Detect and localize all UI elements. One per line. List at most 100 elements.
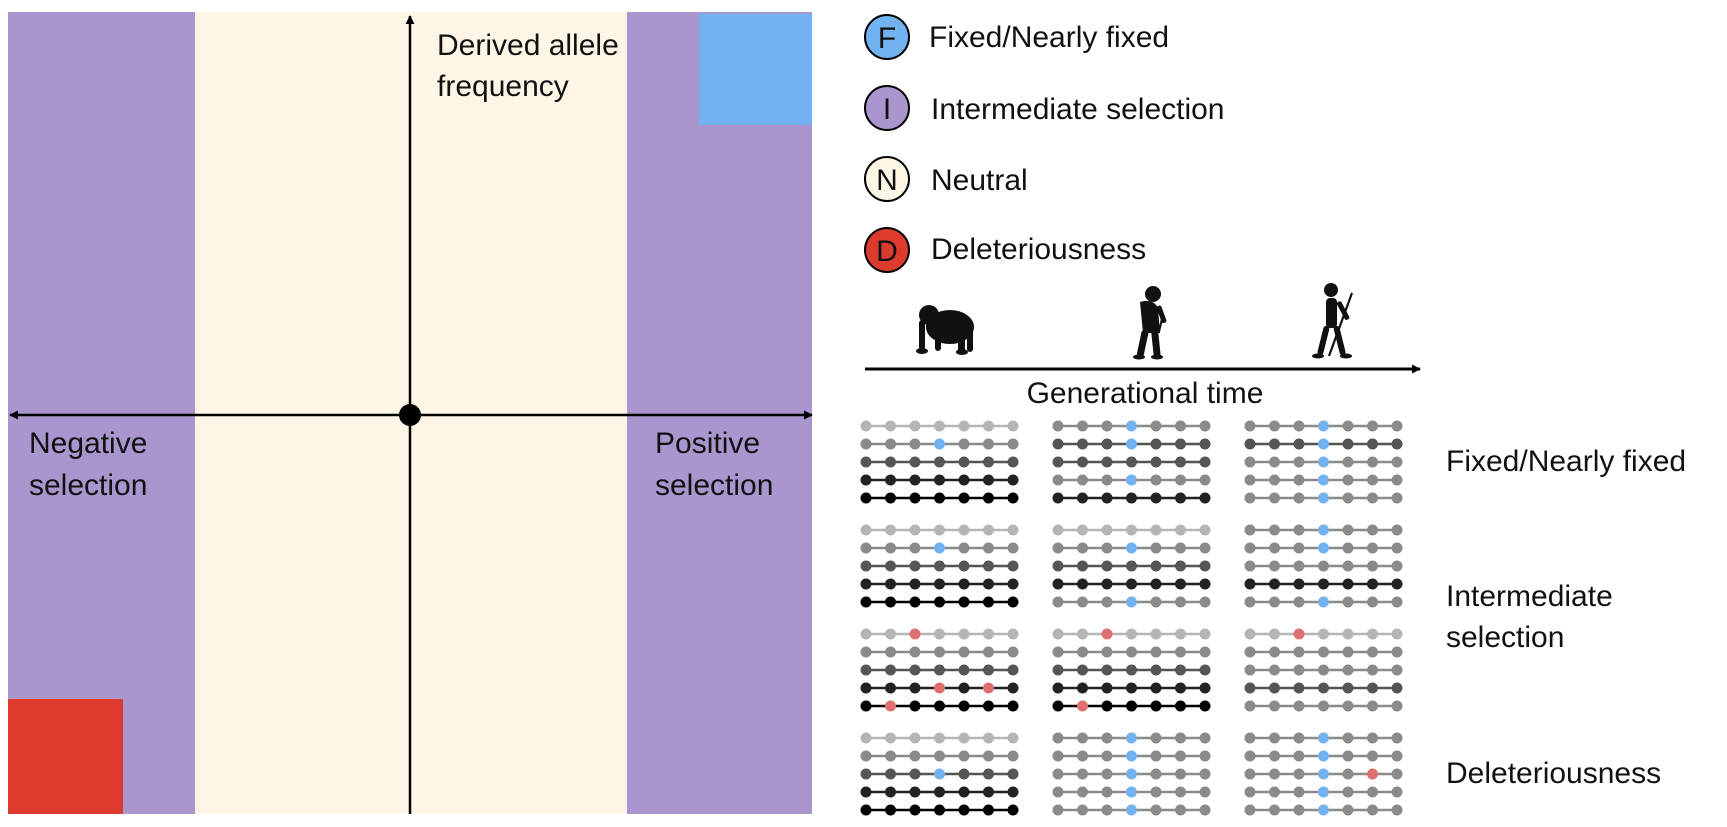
haplotype-site-dot: [1077, 474, 1088, 486]
haplotype-site-dot: [1269, 596, 1280, 608]
haplotype-site-dot: [1342, 682, 1354, 694]
haplotype-site-dot: [1293, 646, 1305, 658]
haplotype-site-dot: [1126, 420, 1137, 432]
haplotype-site-dot: [860, 768, 872, 780]
haplotype-site-dot: [1150, 524, 1162, 536]
haplotype-site-dot: [1007, 542, 1019, 554]
haplotype-site-dot: [1052, 542, 1064, 554]
haplotype-site-dot: [1199, 492, 1211, 504]
haplotype-site-dot: [909, 768, 921, 780]
haplotype-site-dot: [1342, 732, 1354, 744]
haplotype-site-dot: [934, 768, 945, 780]
haplotype-site-dot: [1391, 578, 1403, 590]
haplotype-site-dot: [958, 542, 970, 554]
human-with-spear-icon: [1312, 283, 1354, 359]
haplotype-site-dot: [1199, 732, 1211, 744]
haplotype-site-dot: [885, 474, 896, 486]
haplotype-site-dot: [1007, 664, 1019, 676]
haplotype-site-dot: [934, 682, 945, 694]
haplotype-site-dot: [1367, 700, 1378, 712]
haplotype-site-dot: [958, 646, 970, 658]
haplotype-site-dot: [958, 664, 970, 676]
haplotype-site-dot: [1150, 542, 1162, 554]
selection-quadrant: Derived allele frequency Negative select…: [8, 12, 813, 814]
haplotype-site-dot: [934, 646, 945, 658]
haplotype-site-dot: [1367, 804, 1378, 816]
haplotype-site-dot: [1126, 596, 1137, 608]
haplotype-site-dot: [860, 628, 872, 640]
haplotype-site-dot: [1269, 750, 1280, 762]
haplotype-site-dot: [1342, 596, 1354, 608]
haplotype-site-dot: [958, 492, 970, 504]
haplotype-site-dot: [1077, 524, 1088, 536]
haplotype-site-dot: [1150, 474, 1162, 486]
haplotype-site-dot: [1126, 578, 1137, 590]
haplotype-site-dot: [1101, 492, 1113, 504]
haplotype-site-dot: [860, 456, 872, 468]
haplotype-site-dot: [1052, 646, 1064, 658]
haplotype-site-dot: [1391, 596, 1403, 608]
haplotype-site-dot: [1077, 804, 1088, 816]
haplotype-site-dot: [1244, 804, 1256, 816]
haplotype-site-dot: [1293, 732, 1305, 744]
haplotype-site-dot: [958, 578, 970, 590]
haplotype-site-dot: [1150, 420, 1162, 432]
haplotype-site-dot: [909, 804, 921, 816]
haplotype-site-dot: [1007, 682, 1019, 694]
haplotype-site-dot: [885, 596, 896, 608]
haplotype-site-dot: [1342, 768, 1354, 780]
haplotype-site-dot: [1007, 492, 1019, 504]
haplotype-site-dot: [983, 732, 994, 744]
haplotype-site-dot: [1175, 786, 1186, 798]
haplotype-site-dot: [1175, 542, 1186, 554]
haplotype-site-dot: [1175, 768, 1186, 780]
legend-letter-fixed: F: [878, 22, 896, 55]
haplotype-site-dot: [1175, 646, 1186, 658]
haplotype-site-dot: [1391, 420, 1403, 432]
haplotype-site-dot: [1244, 664, 1256, 676]
haplotype-site-dot: [885, 646, 896, 658]
haplotype-site-dot: [1244, 492, 1256, 504]
haplotype-site-dot: [1367, 628, 1378, 640]
haplotype-site-dot: [1175, 750, 1186, 762]
haplotype-site-dot: [885, 700, 896, 712]
haplotype-site-dot: [1007, 420, 1019, 432]
haplotype-site-dot: [885, 524, 896, 536]
y-axis-label-line2: frequency: [437, 70, 569, 103]
haplotype-site-dot: [1007, 560, 1019, 572]
haplotype-site-dot: [983, 560, 994, 572]
haplotype-site-dot: [860, 420, 872, 432]
haplotype-site-dot: [1318, 578, 1329, 590]
haplotype-site-dot: [909, 474, 921, 486]
haplotype-site-dot: [1175, 682, 1186, 694]
haplotype-site-dot: [1269, 456, 1280, 468]
haplotype-site-dot: [1199, 524, 1211, 536]
haplotype-site-dot: [885, 560, 896, 572]
haplotype-site-dot: [1244, 750, 1256, 762]
haplotype-site-dot: [1391, 646, 1403, 658]
haplotype-site-dot: [909, 664, 921, 676]
haplotype-site-dot: [1244, 786, 1256, 798]
haplotype-site-dot: [1101, 474, 1113, 486]
haplotype-site-dot: [958, 700, 970, 712]
haplotype-site-dot: [1101, 700, 1113, 712]
haplotype-site-dot: [1293, 682, 1305, 694]
haplotype-site-dot: [1244, 578, 1256, 590]
haplotype-site-dot: [1318, 664, 1329, 676]
haplotype-site-dot: [1367, 664, 1378, 676]
haplotype-site-dot: [1367, 750, 1378, 762]
haplotype-site-dot: [1318, 438, 1329, 450]
legend-badge-deleterious: [864, 227, 910, 273]
haplotype-site-dot: [1342, 542, 1354, 554]
haplotype-site-dot: [958, 750, 970, 762]
haplotype-site-dot: [1150, 438, 1162, 450]
haplotype-site-dot: [1293, 786, 1305, 798]
haplotype-site-dot: [909, 750, 921, 762]
haplotype-site-dot: [1199, 700, 1211, 712]
haplotype-site-dot: [1342, 646, 1354, 658]
haplotype-site-dot: [958, 804, 970, 816]
haplotype-site-dot: [1293, 804, 1305, 816]
haplotype-site-dot: [1199, 578, 1211, 590]
fixed-region: [699, 14, 812, 125]
haplotype-site-dot: [1367, 474, 1378, 486]
